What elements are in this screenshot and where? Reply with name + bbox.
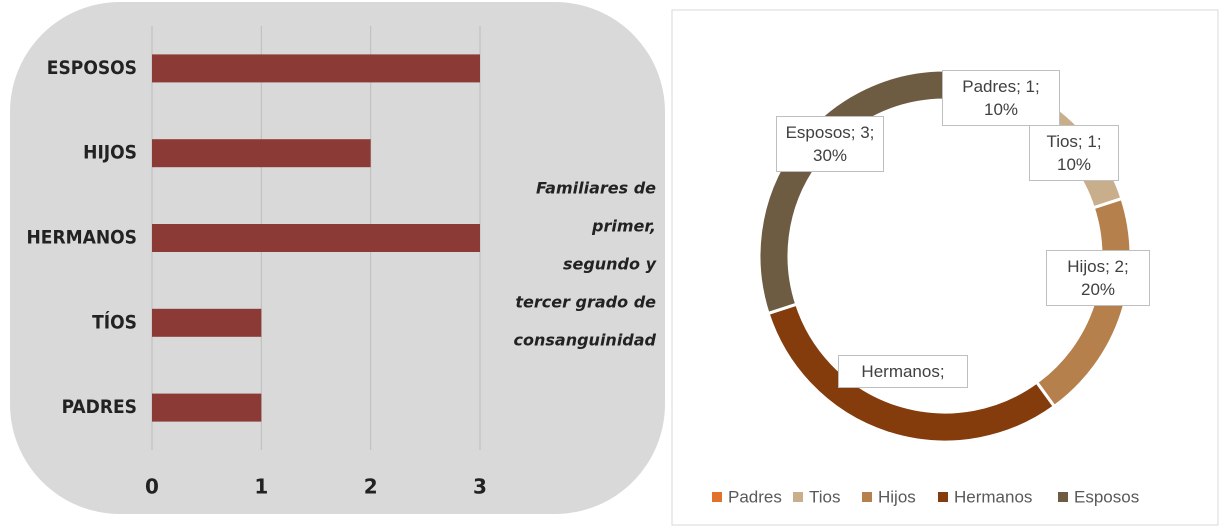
bar xyxy=(152,139,371,168)
legend-label: Padres xyxy=(728,487,782,506)
y-tick-label: HERMANOS xyxy=(26,227,137,249)
x-tick-label: 3 xyxy=(473,475,487,499)
data-label: Hijos; 2; 20% xyxy=(1046,250,1150,306)
legend-label: Tios xyxy=(809,487,841,506)
x-tick-label: 1 xyxy=(254,475,268,499)
annotation: tercer grado de xyxy=(515,293,656,312)
data-label: Padres; 1; 10% xyxy=(942,70,1060,126)
annotation: segundo y xyxy=(563,255,657,274)
legend-swatch xyxy=(938,492,948,502)
bar xyxy=(152,308,262,337)
annotation: consanguinidad xyxy=(514,331,657,350)
annotation: primer, xyxy=(591,217,656,236)
bar-panel xyxy=(10,2,665,514)
x-tick-label: 0 xyxy=(145,475,159,499)
y-tick-label: ESPOSOS xyxy=(47,57,137,79)
annotation: Familiares de xyxy=(536,179,656,198)
legend-label: Hermanos xyxy=(954,487,1032,506)
data-label: Hermanos; xyxy=(838,355,968,388)
legend-label: Esposos xyxy=(1074,487,1139,506)
x-tick-label: 2 xyxy=(364,475,378,499)
bar xyxy=(152,393,262,422)
legend-swatch xyxy=(712,492,722,502)
y-tick-label: PADRES xyxy=(62,396,137,418)
legend-swatch xyxy=(862,492,872,502)
legend-swatch xyxy=(1058,492,1068,502)
bar xyxy=(152,54,480,83)
legend-swatch xyxy=(793,492,803,502)
y-tick-label: HIJOS xyxy=(83,142,137,164)
legend-label: Hijos xyxy=(878,487,916,506)
data-label: Tios; 1; 10% xyxy=(1029,125,1119,181)
y-tick-label: TÍOS xyxy=(92,310,137,333)
bar xyxy=(152,224,480,252)
data-label: Esposos; 3; 30% xyxy=(776,116,884,172)
